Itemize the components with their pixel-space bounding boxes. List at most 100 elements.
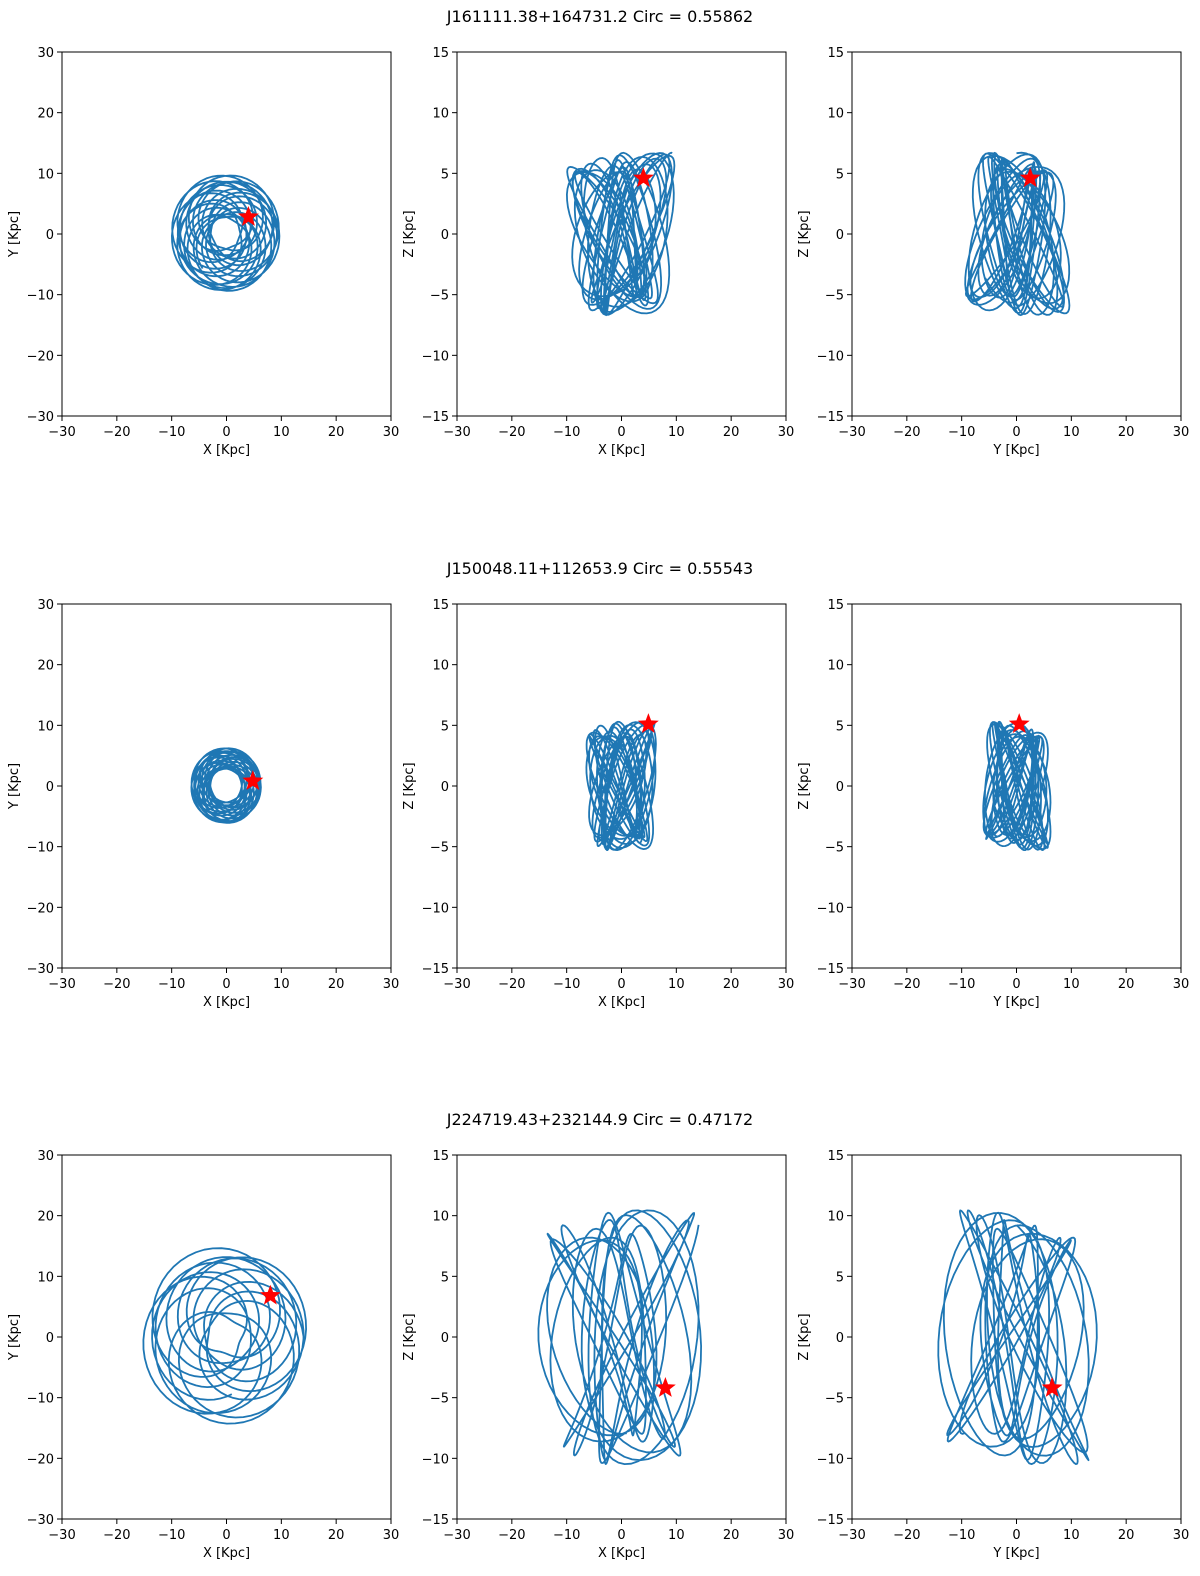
x-tick-label: 0 [222,1528,230,1543]
x-tick-label: 30 [778,425,795,440]
x-tick-label: 30 [1173,1528,1190,1543]
x-tick-label: 10 [1063,425,1080,440]
x-tick-label: 0 [617,1528,625,1543]
y-tick-label: 0 [441,780,449,795]
axes-frame [61,51,392,417]
x-axis-label: X [Kpc] [598,443,645,458]
panel-3: −30 −20 −10 0 10 20 30 −15 −10 −5 0 5 10 15 Y [Kpc] Z [… [797,1149,1189,1561]
y-tick-label: −20 [27,349,54,364]
x-tick-label: 30 [1173,425,1190,440]
x-tick-label: 20 [723,1528,740,1543]
y-tick-label: 0 [46,1331,54,1346]
y-tick-label: −10 [817,349,844,364]
orbit-line [190,747,262,824]
y-axis-label: Y [Kpc] [7,763,22,810]
y-tick-label: −30 [27,962,54,977]
y-tick-label: 0 [46,228,54,243]
x-tick-label: −10 [948,977,975,992]
y-tick-label: −30 [27,410,54,425]
x-tick-label: 0 [617,977,625,992]
y-tick-label: 5 [836,719,844,734]
x-tick-label: −30 [838,977,865,992]
y-tick-label: 10 [432,1210,449,1225]
y-tick-label: 30 [37,1149,54,1164]
x-tick-label: 20 [1118,425,1135,440]
y-tick-label: 15 [432,598,449,613]
x-tick-label: 10 [1063,1528,1080,1543]
x-tick-label: −30 [48,977,75,992]
y-tick-label: 15 [432,46,449,61]
y-tick-label: 10 [37,167,54,182]
x-tick-label: 20 [328,1528,345,1543]
y-tick-label: 5 [441,167,449,182]
orbit-line [142,1247,307,1425]
x-tick-label: 30 [383,1528,400,1543]
y-tick-label: 5 [836,167,844,182]
orbit-line [566,151,676,317]
x-tick-label: 20 [328,425,345,440]
x-axis-label: Y [Kpc] [992,995,1039,1010]
axes-frame [851,1154,1182,1520]
panel-1: −30 −20 −10 0 10 20 30 −30 −20 −10 0 10 20 30 X [Kpc] Y… [7,46,399,458]
panel-1: −30 −20 −10 0 10 20 30 −30 −20 −10 0 10 20 30 X [Kpc] Y… [7,1149,399,1561]
y-tick-label: 20 [37,659,54,674]
y-tick-label: −5 [430,841,449,856]
orbit-line [964,151,1071,317]
y-tick-label: −15 [422,962,449,977]
y-tick-label: −15 [422,410,449,425]
orbit-row-3: J224719.43+232144.9 Circ = 0.47172 −30 −20… [7,1110,1189,1561]
y-tick-label: 30 [37,598,54,613]
x-tick-label: −20 [498,977,525,992]
orbit-line [171,174,281,292]
y-tick-label: 5 [836,1270,844,1285]
y-tick-label: −15 [817,962,844,977]
y-axis-label: Z [Kpc] [402,210,417,257]
panel-2: −30 −20 −10 0 10 20 30 −15 −10 −5 0 5 10 15 X [Kpc] Z [… [402,1149,794,1561]
x-tick-label: −10 [553,1528,580,1543]
y-tick-label: 30 [37,46,54,61]
x-tick-label: 10 [668,977,685,992]
y-tick-label: 0 [836,1331,844,1346]
x-tick-label: 0 [617,425,625,440]
x-tick-label: −10 [948,425,975,440]
x-axis-label: X [Kpc] [598,1546,645,1561]
panel-1: −30 −20 −10 0 10 20 30 −30 −20 −10 0 10 20 30 X [Kpc] Y… [7,598,399,1010]
y-axis-label: Y [Kpc] [7,211,22,258]
y-tick-label: 15 [827,46,844,61]
star-marker [1041,1377,1063,1397]
orbit-line [537,1209,702,1465]
panel-3: −30 −20 −10 0 10 20 30 −15 −10 −5 0 5 10 15 Y [Kpc] Z [… [797,598,1189,1010]
y-tick-label: 10 [827,107,844,122]
y-tick-label: 0 [441,1331,449,1346]
y-tick-label: −10 [27,289,54,304]
orbit-row-1: J161111.38+164731.2 Circ = 0.55862 −30 −20… [7,7,1189,458]
y-tick-label: 10 [827,1210,844,1225]
y-tick-label: −15 [817,410,844,425]
y-tick-label: −5 [430,1392,449,1407]
y-tick-label: −15 [817,1513,844,1528]
row-title: J224719.43+232144.9 Circ = 0.47172 [446,1110,753,1129]
x-tick-label: 10 [273,1528,290,1543]
x-axis-label: X [Kpc] [598,995,645,1010]
x-axis-label: X [Kpc] [203,1546,250,1561]
y-tick-label: 0 [441,228,449,243]
y-tick-label: −10 [817,901,844,916]
x-tick-label: 0 [1012,1528,1020,1543]
panel-3: −30 −20 −10 0 10 20 30 −15 −10 −5 0 5 10 15 Y [Kpc] Z [… [797,46,1189,458]
y-tick-label: 15 [827,598,844,613]
x-tick-label: 10 [668,425,685,440]
star-marker [259,1284,281,1305]
star-marker [238,206,259,226]
y-tick-label: 10 [37,1270,54,1285]
x-axis-label: X [Kpc] [203,995,250,1010]
panel-2: −30 −20 −10 0 10 20 30 −15 −10 −5 0 5 10 15 X [Kpc] Z [… [402,598,794,1010]
x-tick-label: −20 [893,1528,920,1543]
y-tick-label: −10 [422,901,449,916]
axes-frame [61,1154,392,1520]
row-title: J150048.11+112653.9 Circ = 0.55543 [446,559,753,578]
star-marker [242,770,264,790]
y-tick-label: −5 [430,289,449,304]
x-tick-label: −20 [103,425,130,440]
y-tick-label: 20 [37,107,54,122]
